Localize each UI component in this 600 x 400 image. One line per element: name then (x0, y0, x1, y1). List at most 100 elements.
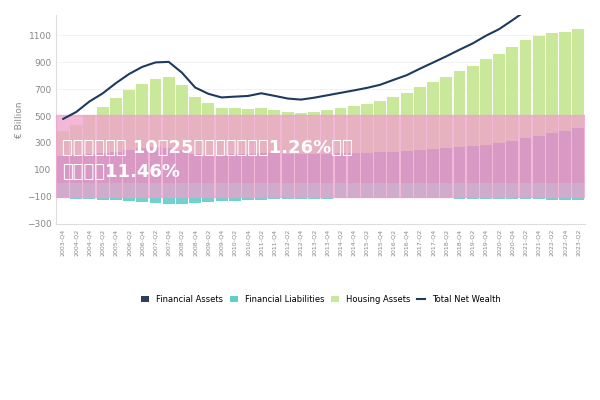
Bar (480, 144, 492, 183)
Bar (189, 96, 201, 183)
Bar (110, 183, 122, 200)
Bar (189, 183, 201, 203)
Bar (83, 115, 95, 183)
Bar (414, 87, 426, 183)
Bar (136, 148, 148, 183)
Bar (546, 183, 558, 200)
Bar (123, 90, 135, 183)
Bar (322, 110, 333, 183)
Bar (348, 106, 359, 183)
Bar (149, 79, 161, 183)
Bar (559, 131, 571, 183)
Bar (242, 183, 254, 200)
Y-axis label: € Billion: € Billion (15, 101, 24, 138)
Bar (149, 183, 161, 203)
Legend: Financial Assets, Financial Liabilities, Housing Assets, Total Net Wealth: Financial Assets, Financial Liabilities,… (137, 292, 504, 307)
Bar (295, 154, 307, 183)
Bar (427, 149, 439, 183)
Bar (493, 143, 505, 183)
Bar (572, 128, 584, 183)
Bar (83, 154, 95, 183)
Bar (308, 112, 320, 183)
Bar (136, 84, 148, 183)
Bar (440, 76, 452, 183)
Bar (202, 103, 214, 183)
Bar (506, 47, 518, 183)
Bar (189, 154, 201, 183)
Bar (374, 183, 386, 198)
Bar (361, 183, 373, 198)
Bar (57, 183, 69, 198)
Bar (97, 153, 109, 183)
Bar (202, 155, 214, 183)
Bar (282, 154, 293, 183)
Bar (348, 153, 359, 183)
Bar (176, 150, 188, 183)
Bar (110, 98, 122, 183)
Bar (546, 133, 558, 183)
Bar (163, 148, 175, 183)
Bar (388, 97, 400, 183)
Bar (110, 152, 122, 183)
Bar (308, 183, 320, 199)
Bar (70, 183, 82, 199)
Bar (56, 115, 585, 197)
Bar (83, 183, 95, 199)
Bar (163, 183, 175, 204)
Bar (388, 183, 400, 198)
Bar (454, 147, 466, 183)
Bar (229, 183, 241, 201)
Bar (163, 77, 175, 183)
Bar (414, 150, 426, 183)
Bar (282, 112, 293, 183)
Bar (255, 153, 267, 183)
Bar (348, 183, 359, 198)
Bar (70, 125, 82, 183)
Bar (480, 183, 492, 199)
Bar (440, 183, 452, 198)
Bar (480, 59, 492, 183)
Bar (427, 82, 439, 183)
Bar (401, 93, 413, 183)
Bar (559, 183, 571, 200)
Bar (559, 32, 571, 183)
Bar (520, 183, 532, 199)
Bar (268, 154, 280, 183)
Bar (401, 151, 413, 183)
Bar (533, 36, 545, 183)
Bar (123, 150, 135, 183)
Bar (268, 183, 280, 200)
Bar (308, 154, 320, 183)
Bar (467, 66, 479, 183)
Bar (70, 155, 82, 183)
Bar (506, 141, 518, 183)
Bar (572, 30, 584, 183)
Bar (215, 155, 227, 183)
Bar (57, 131, 69, 183)
Bar (215, 108, 227, 183)
Bar (440, 148, 452, 183)
Bar (506, 183, 518, 199)
Bar (374, 152, 386, 183)
Bar (454, 71, 466, 183)
Bar (361, 104, 373, 183)
Bar (255, 108, 267, 183)
Bar (282, 183, 293, 199)
Bar (493, 183, 505, 199)
Bar (493, 54, 505, 183)
Bar (520, 40, 532, 183)
Bar (533, 183, 545, 200)
Bar (572, 183, 584, 200)
Bar (57, 156, 69, 183)
Bar (229, 154, 241, 183)
Bar (242, 109, 254, 183)
Bar (533, 136, 545, 183)
Bar (520, 138, 532, 183)
Bar (295, 113, 307, 183)
Bar (374, 101, 386, 183)
Bar (414, 183, 426, 198)
Bar (322, 154, 333, 183)
Bar (176, 183, 188, 204)
Bar (335, 183, 346, 198)
Text: 四川期货配资 10月25日交建转债上涨1.26%，转
股溢价率11.46%: 四川期货配资 10月25日交建转债上涨1.26%，转 股溢价率11.46% (62, 139, 352, 181)
